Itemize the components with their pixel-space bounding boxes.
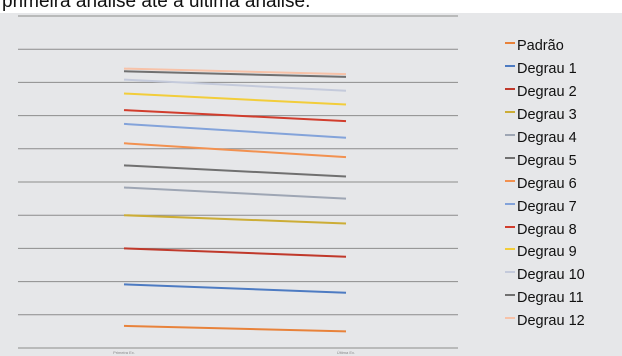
series-line-degrau-9 [123,92,347,106]
legend-swatch [505,317,515,320]
legend-label: Degrau 3 [517,107,577,124]
legend-swatch [505,42,515,45]
legend-swatch [505,88,515,91]
legend-label: Degrau 5 [517,152,577,169]
legend-item: Degrau 5 [505,149,585,172]
legend-swatch [505,134,515,136]
legend-swatch [505,294,515,297]
series-line-degrau-11 [123,70,347,78]
legend-label: Degrau 7 [517,198,577,215]
legend-label: Padrão [517,38,564,55]
series-line-degrau-2 [123,247,347,258]
series-line-degrau-4 [123,186,347,200]
legend-item: Degrau 1 [505,58,585,81]
legend-label: Degrau 9 [517,244,577,261]
legend-label: Degrau 1 [517,61,577,78]
series-line-degrau-5 [123,164,347,178]
legend-item: Degrau 9 [505,241,585,264]
legend-item: Degrau 7 [505,195,585,218]
legend-swatch [505,202,515,205]
series-line-degrau-8 [123,109,347,123]
series-line-degrau-12 [123,67,347,76]
legend-label: Degrau 11 [517,290,584,307]
legend-swatch [505,179,515,182]
legend-item: Degrau 10 [505,264,585,287]
legend-item: Degrau 4 [505,127,585,150]
series-line-degrau-6 [123,142,347,159]
legend-item: Degrau 2 [505,81,585,104]
chart-caption: primeira análise até a última análise. [2,0,311,12]
series-line-degrau-3 [123,214,347,225]
legend-item: Degrau 11 [505,287,585,310]
legend-swatch [505,225,515,228]
legend-label: Degrau 12 [517,313,585,330]
legend-swatch [505,248,515,251]
legend-swatch [505,156,515,159]
legend-label: Degrau 4 [517,130,577,146]
series-line-padrao [123,324,347,333]
legend-item: Degrau 6 [505,172,585,195]
legend-label: Degrau 10 [517,267,585,284]
x-tick-label: Última Ex. [337,350,355,355]
chart-plot: Primeira Ex. Última Ex. [18,15,458,355]
legend-swatch [505,271,515,274]
legend-label: Degrau 6 [517,175,577,192]
series-line-degrau-1 [123,283,347,294]
chart-panel: Primeira Ex. Última Ex. Padrão Degrau 1 Deg… [0,13,622,356]
series-line-degrau-7 [123,122,347,139]
chart-legend: Padrão Degrau 1 Degrau 2 Degrau 3 Degrau 4 De… [505,35,585,333]
legend-label: Degrau 2 [517,84,577,101]
legend-item: Degrau 8 [505,218,585,241]
legend-swatch [505,65,515,68]
legend-label: Degrau 8 [517,221,577,238]
series-line-degrau-10 [123,78,347,92]
legend-item: Padrão [505,35,585,58]
legend-swatch [505,111,515,114]
legend-item: Degrau 12 [505,310,585,333]
x-tick-label: Primeira Ex. [113,350,135,355]
legend-item: Degrau 3 [505,104,585,127]
